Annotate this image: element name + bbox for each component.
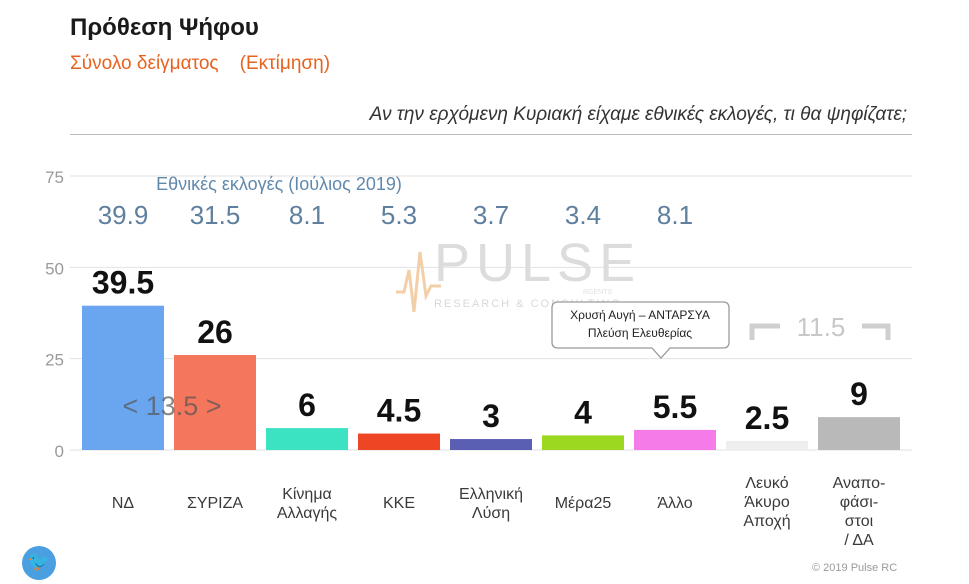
reference-value: 8.1 xyxy=(289,200,325,230)
chart-title: Πρόθεση Ψήφου xyxy=(70,14,259,41)
tooltip-line: Πλεύση Ελευθερίας xyxy=(588,326,692,340)
category-label: φάσι- xyxy=(840,494,878,511)
category-label: ΚΚΕ xyxy=(383,495,415,512)
bar-value-label: 6 xyxy=(298,387,316,423)
bracket-left xyxy=(749,323,780,340)
bar-value-label: 4 xyxy=(574,394,592,430)
watermark-pulse-line xyxy=(396,251,441,313)
bar xyxy=(726,440,808,450)
bar-value-label: 39.5 xyxy=(92,265,154,301)
tooltip-callout xyxy=(551,301,730,359)
category-label: Αναπο- xyxy=(833,475,886,492)
bar-value-label: 4.5 xyxy=(377,393,421,429)
twitter-icon[interactable]: 🐦 xyxy=(22,546,56,580)
category-label: ΣΥΡΙΖΑ xyxy=(187,495,243,512)
category-label: Λύση xyxy=(472,505,510,522)
category-label: Λευκό xyxy=(745,475,788,492)
reference-value: 5.3 xyxy=(381,200,417,230)
gap-annotation: < 13.5 > xyxy=(122,391,221,421)
bar xyxy=(450,439,532,450)
question-underline xyxy=(70,134,912,135)
category-label: στοι xyxy=(845,513,874,530)
reference-label: Εθνικές εκλογές (Ιούλιος 2019) xyxy=(156,174,402,194)
bar xyxy=(82,305,164,450)
reference-value: 31.5 xyxy=(190,200,241,230)
category-label: Αποχή xyxy=(743,513,790,530)
y-tick-label: 50 xyxy=(45,259,64,278)
bar-value-label: 2.5 xyxy=(745,400,789,436)
category-label: ΝΔ xyxy=(112,495,135,512)
bar-value-label: 26 xyxy=(197,314,233,350)
watermark-brand: PULSE xyxy=(434,233,641,293)
bracket-label: 11.5 xyxy=(797,312,846,342)
bar xyxy=(542,435,624,450)
category-label: / ΔΑ xyxy=(844,532,874,549)
bar-value-label: 3 xyxy=(482,398,500,434)
bar-value-label: 9 xyxy=(850,376,868,412)
tooltip-line: Χρυσή Αυγή – ΑΝΤΑΡΣΥΑ xyxy=(570,308,710,322)
bar xyxy=(634,429,716,450)
bar xyxy=(266,428,348,450)
category-label: Αλλαγής xyxy=(277,505,338,522)
survey-question: Αν την ερχόμενη Κυριακή είχαμε εθνικές ε… xyxy=(369,104,907,125)
category-label: Μέρα25 xyxy=(555,495,612,512)
y-tick-label: 25 xyxy=(45,351,64,370)
bar xyxy=(818,417,900,450)
reference-value: 8.1 xyxy=(657,200,693,230)
category-label: Άκυρο xyxy=(744,494,790,511)
bar xyxy=(174,355,256,450)
category-label: Ελληνική xyxy=(459,486,523,503)
bracket-right xyxy=(862,323,891,340)
reference-value: 3.4 xyxy=(565,200,601,230)
reference-value: 3.7 xyxy=(473,200,509,230)
copyright-text: © 2019 Pulse RC xyxy=(812,562,898,574)
y-tick-label: 75 xyxy=(45,168,64,187)
reference-value: 39.9 xyxy=(98,200,149,230)
y-tick-label: 0 xyxy=(55,442,64,461)
watermark-sub: RGENTS xyxy=(583,289,613,296)
category-label: Κίνημα xyxy=(282,486,332,503)
category-label: Άλλο xyxy=(657,495,692,512)
bar xyxy=(358,433,440,450)
bar-value-label: 5.5 xyxy=(653,389,697,425)
chart-subtitle: Σύνολο δείγματος (Εκτίμηση) xyxy=(70,53,331,74)
